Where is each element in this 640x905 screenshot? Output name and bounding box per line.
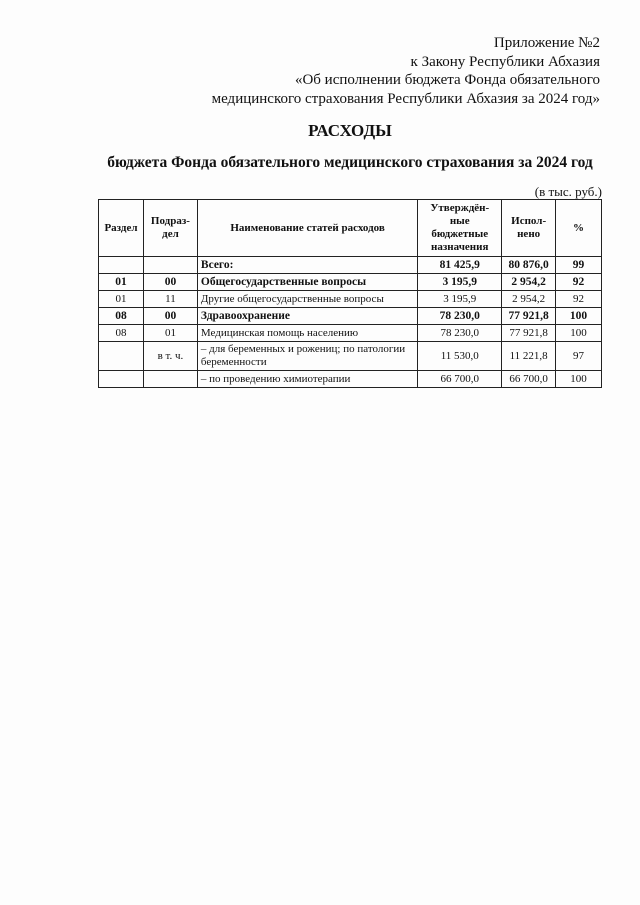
cell-podrazdel: 01 bbox=[142, 324, 198, 342]
cell-approved: 81 425,9 bbox=[417, 256, 503, 274]
cell-name: Всего: bbox=[196, 256, 419, 274]
cell-approved: 3 195,9 bbox=[417, 273, 503, 291]
column-header: Испол-нено bbox=[501, 199, 557, 257]
table-row: 01 11 Другие общегосударственные вопросы 3 … bbox=[98, 290, 602, 308]
cell-approved: 66 700,0 bbox=[417, 370, 503, 388]
table-row: 08 00 Здравоохранение 78 230,0 77 921,8 100 bbox=[98, 307, 602, 325]
cell-executed: 77 921,8 bbox=[501, 307, 557, 325]
cell-approved: 11 530,0 bbox=[417, 341, 503, 371]
cell-percent: 92 bbox=[555, 290, 602, 308]
cell-name: Здравоохранение bbox=[196, 307, 419, 325]
cell-podrazdel: 00 bbox=[142, 307, 198, 325]
cell-approved: 3 195,9 bbox=[417, 290, 503, 308]
cell-razdel: 01 bbox=[98, 273, 144, 291]
column-header: Наименование статей расходов bbox=[196, 199, 419, 257]
table-row: в т. ч. – для беременных и рожениц; по па… bbox=[98, 341, 602, 371]
column-header: % bbox=[555, 199, 602, 257]
header-line: Приложение №2 bbox=[493, 35, 600, 51]
cell-executed: 2 954,2 bbox=[501, 290, 557, 308]
cell-percent: 100 bbox=[555, 324, 602, 342]
header-line: медицинского страхования Республики Абха… bbox=[211, 90, 600, 107]
header-line: «Об исполнении бюджета Фонда обязательно… bbox=[294, 72, 600, 88]
cell-razdel: 08 bbox=[98, 324, 144, 342]
column-header: Утверждён-ные бюджетные назначения bbox=[417, 199, 503, 257]
cell-razdel: 01 bbox=[98, 290, 144, 308]
appendix-header: Приложение №2 к Закону Республики Абхази… bbox=[212, 34, 600, 108]
table-row: – по проведению химиотерапии 66 700,0 66 7… bbox=[98, 370, 602, 388]
cell-razdel bbox=[98, 341, 144, 371]
cell-razdel: 08 bbox=[98, 307, 144, 325]
cell-name: – для беременных и рожениц; по патологии… bbox=[196, 341, 419, 371]
cell-podrazdel: 00 bbox=[142, 273, 198, 291]
cell-approved: 78 230,0 bbox=[417, 324, 503, 342]
column-header: Раздел bbox=[98, 199, 144, 257]
table-row: 08 01 Медицинская помощь населению 78 230,0… bbox=[98, 324, 602, 342]
cell-percent: 99 bbox=[555, 256, 602, 274]
cell-percent: 92 bbox=[555, 273, 602, 291]
cell-executed: 77 921,8 bbox=[501, 324, 557, 342]
document-title: РАСХОДЫ bbox=[308, 121, 392, 140]
cell-podrazdel bbox=[142, 256, 198, 274]
cell-executed: 66 700,0 bbox=[501, 370, 557, 388]
cell-name: Другие общегосударственные вопросы bbox=[196, 290, 419, 308]
header-line: к Закону Республики Абхазия bbox=[410, 53, 600, 70]
document-subtitle: бюджета Фонда обязательного медицинского… bbox=[107, 154, 593, 171]
cell-executed: 11 221,8 bbox=[501, 341, 557, 371]
cell-podrazdel: 11 bbox=[142, 290, 198, 308]
cell-executed: 80 876,0 bbox=[501, 256, 557, 274]
cell-razdel bbox=[98, 370, 144, 388]
cell-percent: 100 bbox=[555, 370, 602, 388]
cell-name: – по проведению химиотерапии bbox=[196, 370, 419, 388]
cell-podrazdel: в т. ч. bbox=[142, 341, 198, 371]
cell-name: Медицинская помощь населению bbox=[196, 324, 419, 342]
cell-percent: 97 bbox=[555, 341, 602, 371]
cell-percent: 100 bbox=[555, 307, 602, 325]
units-note: (в тыс. руб.) bbox=[534, 184, 602, 199]
table-row: 01 00 Общегосударственные вопросы 3 195,9 2 … bbox=[98, 273, 602, 291]
cell-podrazdel bbox=[142, 370, 198, 388]
column-header: Подраз-дел bbox=[142, 199, 198, 257]
cell-razdel bbox=[98, 256, 144, 274]
cell-approved: 78 230,0 bbox=[417, 307, 503, 325]
table-row: Всего: 81 425,9 80 876,0 99 bbox=[98, 256, 602, 274]
expenses-table: Раздел Подраз-дел Наименование статей ра… bbox=[98, 199, 602, 388]
table-header-row: Раздел Подраз-дел Наименование статей ра… bbox=[98, 199, 602, 257]
cell-name: Общегосударственные вопросы bbox=[196, 273, 419, 291]
cell-executed: 2 954,2 bbox=[501, 273, 557, 291]
